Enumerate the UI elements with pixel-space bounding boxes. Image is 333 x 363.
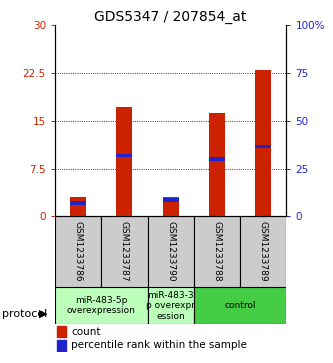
- Bar: [57, 326, 66, 337]
- Text: GSM1233788: GSM1233788: [212, 221, 221, 282]
- Bar: [116, 107, 133, 216]
- Text: GSM1233787: GSM1233787: [120, 221, 129, 282]
- Text: GSM1233790: GSM1233790: [166, 221, 175, 282]
- Text: count: count: [71, 327, 101, 337]
- Bar: [194, 287, 286, 325]
- Text: GSM1233786: GSM1233786: [74, 221, 83, 282]
- Text: protocol: protocol: [2, 309, 47, 319]
- Text: miR-483-3
p overexpr
ession: miR-483-3 p overexpr ession: [146, 291, 195, 321]
- Text: miR-483-5p
overexpression: miR-483-5p overexpression: [67, 296, 136, 315]
- Bar: [148, 216, 194, 287]
- Bar: [209, 113, 225, 216]
- Bar: [163, 197, 179, 216]
- Bar: [55, 216, 101, 287]
- Text: ▶: ▶: [39, 309, 48, 319]
- Bar: [70, 201, 86, 205]
- Bar: [194, 216, 240, 287]
- Bar: [163, 198, 179, 201]
- Bar: [57, 340, 66, 351]
- Bar: [70, 197, 86, 216]
- Bar: [255, 144, 271, 148]
- Bar: [209, 157, 225, 161]
- Bar: [240, 216, 286, 287]
- Text: percentile rank within the sample: percentile rank within the sample: [71, 340, 247, 350]
- Title: GDS5347 / 207854_at: GDS5347 / 207854_at: [95, 11, 247, 24]
- Bar: [116, 154, 133, 157]
- Bar: [101, 216, 148, 287]
- Bar: [55, 287, 148, 325]
- Text: GSM1233789: GSM1233789: [259, 221, 268, 282]
- Text: control: control: [224, 301, 256, 310]
- Bar: [255, 70, 271, 216]
- Bar: [148, 287, 194, 325]
